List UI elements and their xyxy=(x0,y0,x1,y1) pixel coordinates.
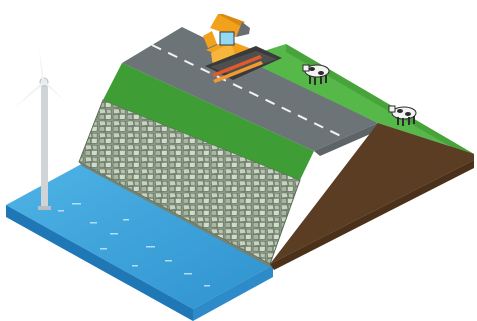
sea-water xyxy=(6,161,273,321)
water-sparkles xyxy=(58,203,210,287)
land-grass xyxy=(242,44,474,160)
wind-turbine xyxy=(12,48,65,210)
excavator xyxy=(203,14,282,83)
grass-bank xyxy=(103,63,314,180)
cow xyxy=(388,105,417,126)
cow xyxy=(302,64,330,85)
dike-road xyxy=(122,27,384,156)
soil-section xyxy=(270,123,474,270)
